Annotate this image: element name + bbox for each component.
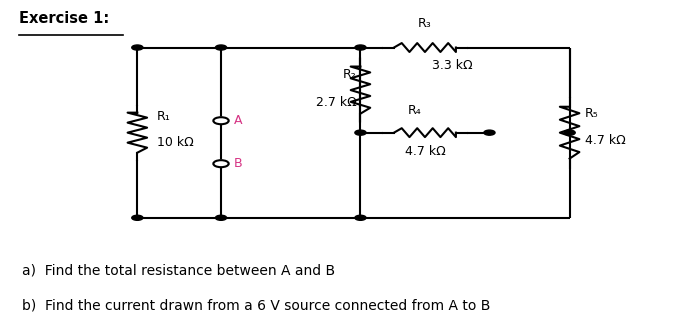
Text: 4.7 kΩ: 4.7 kΩ — [405, 145, 445, 158]
Circle shape — [132, 45, 143, 50]
Circle shape — [216, 45, 227, 50]
Text: R₁: R₁ — [157, 110, 171, 123]
Circle shape — [355, 215, 366, 220]
Circle shape — [355, 45, 366, 50]
Text: b)  Find the current drawn from a 6 V source connected from A to B: b) Find the current drawn from a 6 V sou… — [22, 299, 491, 313]
Text: B: B — [234, 157, 242, 169]
Text: R₄: R₄ — [407, 104, 421, 117]
Circle shape — [355, 130, 366, 135]
Text: a)  Find the total resistance between A and B: a) Find the total resistance between A a… — [22, 264, 335, 278]
Text: R₂: R₂ — [343, 67, 357, 81]
Text: 2.7 kΩ: 2.7 kΩ — [316, 96, 357, 109]
Text: R₅: R₅ — [585, 107, 598, 120]
Circle shape — [214, 117, 229, 124]
Circle shape — [132, 215, 143, 220]
Circle shape — [216, 215, 227, 220]
Circle shape — [484, 130, 495, 135]
Text: A: A — [234, 114, 242, 126]
Text: 3.3 kΩ: 3.3 kΩ — [432, 59, 472, 72]
Circle shape — [564, 130, 575, 135]
Text: 4.7 kΩ: 4.7 kΩ — [585, 134, 626, 147]
Text: R₃: R₃ — [418, 17, 432, 30]
Text: Exercise 1:: Exercise 1: — [19, 11, 109, 26]
Circle shape — [214, 160, 229, 167]
Text: 10 kΩ: 10 kΩ — [157, 136, 194, 149]
